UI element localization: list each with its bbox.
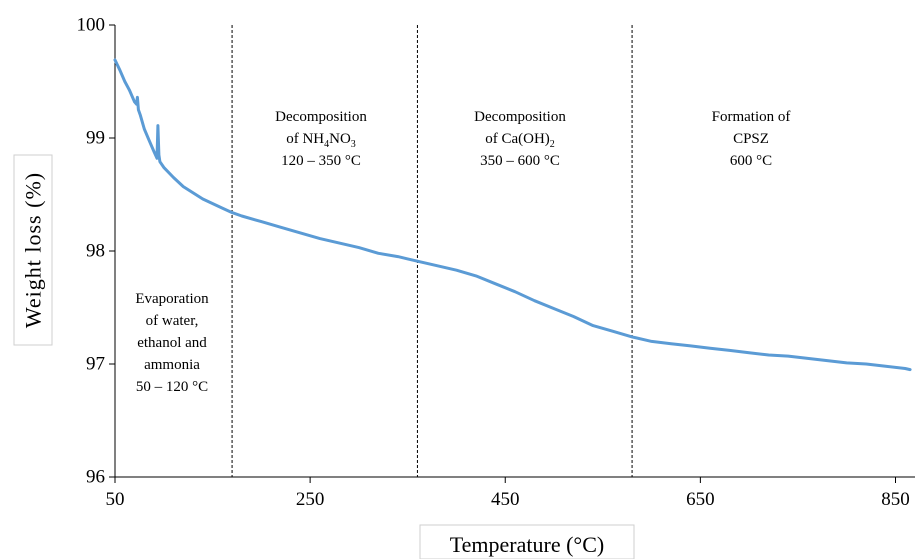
region-annotation-2: Decomposition of NH4NO3 120 – 350 °C — [275, 109, 367, 169]
region1-line3: ethanol and — [137, 335, 207, 351]
x-axis-title-box — [419, 524, 635, 559]
region1-line1: Evaporation — [135, 291, 209, 307]
y-tick-label: 96 — [86, 467, 105, 488]
y-tick-label: 100 — [77, 15, 106, 36]
x-tick-label: 850 — [881, 489, 910, 510]
region-annotation-1: Evaporation of water, ethanol and ammoni… — [135, 291, 209, 395]
region2-line1: Decomposition — [275, 109, 367, 125]
region2-line2-prefix: of NH — [286, 131, 324, 147]
region3-line2: of Ca(OH)2 — [485, 131, 555, 150]
region3-line2-sub1: 2 — [550, 139, 555, 150]
x-tick-label: 650 — [686, 489, 715, 510]
x-axis-title: Temperature (°C) — [450, 532, 604, 557]
region1-line5: 50 – 120 °C — [136, 379, 208, 395]
region-annotation-4: Formation of CPSZ 600 °C — [712, 109, 791, 169]
region3-line2-prefix: of Ca(OH) — [485, 131, 550, 147]
x-tick-label: 50 — [106, 489, 125, 510]
y-ticks: 96 97 98 99 100 — [77, 15, 115, 488]
x-ticks: 50 250 450 650 850 — [106, 477, 910, 510]
region2-line2-mid: NO — [329, 131, 351, 147]
y-axis-title-group: Weight loss (%) — [13, 154, 53, 346]
region2-line3: 120 – 350 °C — [281, 153, 361, 169]
plot-area — [115, 25, 915, 477]
region-dividers — [231, 25, 633, 477]
y-axis-title: Weight loss (%) — [21, 172, 46, 328]
region4-line2: CPSZ — [733, 131, 769, 147]
region-annotation-3: Decomposition of Ca(OH)2 350 – 600 °C — [474, 109, 566, 169]
region2-line2-sub1: 4 — [324, 139, 329, 150]
region1-line4: ammonia — [144, 357, 200, 373]
y-tick-label: 97 — [86, 354, 105, 375]
x-tick-label: 450 — [491, 489, 520, 510]
y-tick-label: 99 — [86, 128, 105, 149]
region3-line3: 350 – 600 °C — [480, 153, 560, 169]
region4-line3: 600 °C — [730, 153, 772, 169]
y-axis-title-box — [13, 154, 53, 346]
weight-loss-series-line — [113, 58, 912, 372]
region2-line2-sub2: 3 — [351, 139, 356, 150]
region2-line2: of NH4NO3 — [286, 131, 356, 150]
region1-line2: of water, — [146, 313, 199, 329]
region4-line1: Formation of — [712, 109, 791, 125]
x-tick-label: 250 — [296, 489, 325, 510]
y-tick-label: 98 — [86, 241, 105, 262]
region3-line1: Decomposition — [474, 109, 566, 125]
